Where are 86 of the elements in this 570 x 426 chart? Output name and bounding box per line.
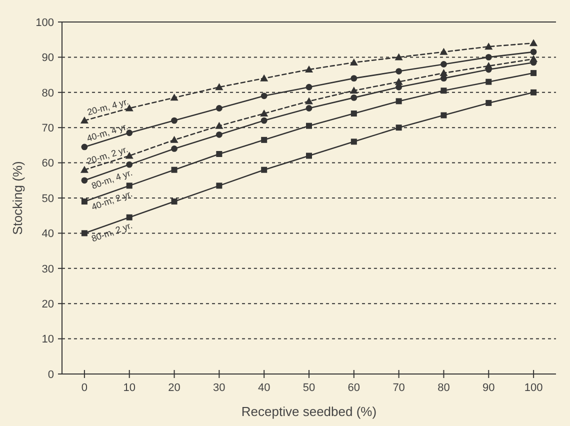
y-tick-label: 60	[42, 158, 54, 170]
point	[216, 151, 222, 157]
point	[306, 152, 312, 159]
point	[350, 110, 357, 117]
x-tick-label: 70	[392, 382, 405, 394]
point	[440, 88, 447, 94]
x-tick-label: 20	[168, 382, 180, 394]
point	[485, 54, 492, 60]
point	[484, 42, 493, 50]
point	[350, 94, 358, 101]
point	[394, 53, 403, 60]
point	[350, 138, 357, 145]
point	[216, 105, 222, 112]
text: 20-m, 2 yr.	[86, 144, 130, 166]
x-tick-label: 40	[258, 382, 270, 394]
point	[126, 182, 132, 189]
x-tick-label: 0	[81, 382, 88, 394]
x-tick-label: 80	[438, 382, 450, 394]
text: 80-m, 2 yr.	[90, 220, 134, 244]
point	[306, 105, 312, 112]
point	[81, 177, 88, 184]
x-tick-label: 90	[482, 382, 495, 394]
point	[350, 75, 358, 82]
point	[305, 97, 313, 104]
point	[530, 89, 537, 96]
point	[305, 66, 313, 73]
point	[215, 122, 224, 129]
point	[260, 92, 268, 100]
x-tick-label: 50	[302, 382, 316, 394]
x-tick-label: 60	[348, 382, 360, 394]
point	[215, 83, 224, 90]
y-tick-label: 30	[42, 263, 54, 276]
y-tick-label: 100	[36, 16, 54, 29]
point	[126, 161, 133, 168]
point	[306, 84, 312, 90]
text: 80-m, 4 yr.	[90, 167, 134, 191]
point	[171, 198, 178, 205]
x-tick-label: 10	[123, 382, 136, 394]
point	[440, 69, 448, 76]
y-tick-label: 70	[42, 122, 54, 134]
point	[260, 117, 268, 124]
point	[216, 131, 222, 138]
point	[260, 74, 268, 82]
point	[171, 117, 178, 124]
point	[396, 84, 402, 90]
point	[80, 116, 88, 124]
point	[440, 75, 447, 82]
point	[171, 166, 178, 173]
point	[440, 61, 447, 68]
y-tick-label: 80	[42, 87, 54, 100]
y-tick-label: 0	[48, 368, 54, 381]
point	[396, 98, 402, 104]
text: 20-m, 4 yr.	[86, 96, 130, 118]
point	[396, 68, 402, 74]
point	[486, 78, 492, 85]
point	[81, 144, 88, 150]
point	[350, 58, 358, 66]
y-tick-label: 50	[42, 192, 54, 205]
y-axis-title: Stocking (%)	[10, 161, 25, 235]
point	[261, 166, 268, 173]
x-tick-label: 30	[213, 382, 226, 394]
point	[530, 70, 537, 76]
point	[261, 136, 268, 143]
y-tick-label: 40	[42, 228, 54, 240]
y-tick-label: 90	[42, 52, 54, 64]
point	[260, 110, 268, 117]
point	[396, 124, 402, 131]
point	[81, 230, 88, 236]
x-tick-label: 100	[524, 382, 543, 394]
point	[171, 146, 178, 152]
y-tick-label: 20	[42, 298, 54, 310]
point	[216, 182, 222, 189]
point	[170, 136, 178, 143]
y-tick-label: 10	[42, 334, 54, 346]
x-axis-title: Receptive seedbed (%)	[241, 404, 377, 419]
point	[81, 198, 88, 205]
point	[440, 48, 448, 55]
point	[486, 100, 492, 106]
point	[350, 86, 358, 94]
point	[530, 39, 538, 46]
point	[126, 214, 132, 220]
point	[306, 122, 312, 129]
point	[440, 112, 447, 118]
point	[530, 48, 537, 56]
point	[170, 94, 178, 101]
point	[80, 166, 88, 173]
